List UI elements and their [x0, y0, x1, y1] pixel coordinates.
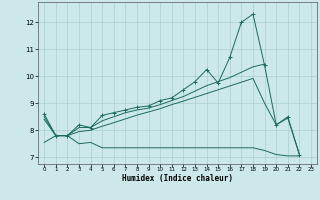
X-axis label: Humidex (Indice chaleur): Humidex (Indice chaleur): [122, 174, 233, 183]
